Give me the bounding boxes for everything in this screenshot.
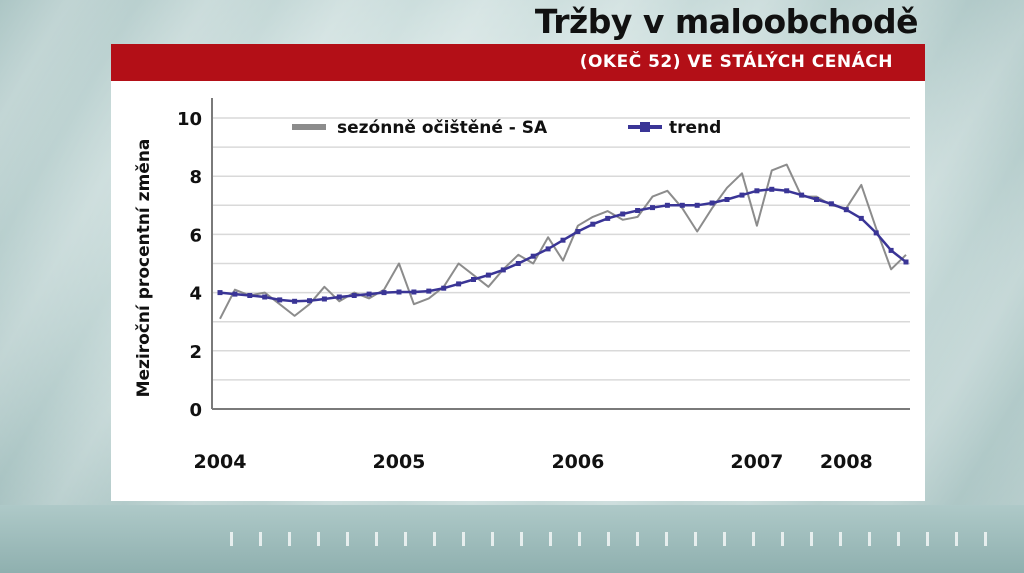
y-axis-title: Meziroční procentní změna — [134, 139, 154, 398]
subtitle-bar: (OKEČ 52) VE STÁLÝCH CENÁCH — [111, 44, 925, 81]
trend-point — [769, 186, 775, 192]
trend-point — [351, 293, 357, 298]
trend-point — [366, 291, 372, 297]
trend-point — [739, 192, 745, 198]
trend-point — [605, 215, 611, 221]
y-tick-label: 8 — [189, 167, 202, 188]
y-tick-label: 6 — [189, 225, 202, 246]
trend-point — [709, 200, 715, 206]
series-line-trend — [219, 188, 907, 303]
ticker-strip — [230, 532, 1010, 546]
trend-point — [858, 215, 864, 221]
trend-point — [485, 272, 491, 278]
trend-point — [515, 261, 521, 266]
trend-point — [828, 201, 834, 207]
y-tick-label: 4 — [189, 284, 202, 305]
trend-point — [724, 197, 730, 202]
trend-point — [500, 267, 506, 273]
trend-point — [635, 208, 641, 213]
trend-point — [426, 288, 432, 294]
chart-title: Tržby v maloobchodě — [534, 2, 919, 41]
legend-marker-trend — [640, 122, 650, 132]
trend-point — [307, 298, 312, 304]
trend-point — [664, 202, 670, 208]
trend-point — [814, 197, 819, 202]
grid-layer — [212, 117, 910, 381]
series-layer — [217, 163, 909, 320]
trend-point — [784, 188, 790, 194]
trend-point — [336, 294, 342, 300]
trend-point — [620, 211, 626, 217]
trend-point — [530, 253, 536, 259]
label-layer: 0 2 4 6 8 10 2004 2005 2006 2007 2008 — [177, 109, 873, 473]
trend-point — [262, 294, 268, 300]
trend-point — [903, 259, 909, 265]
trend-point — [441, 285, 447, 291]
chart-subtitle: (OKEČ 52) VE STÁLÝCH CENÁCH — [579, 52, 893, 72]
trend-point — [545, 246, 551, 252]
trend-point — [754, 188, 760, 194]
trend-point — [277, 297, 283, 303]
x-tick-label: 2004 — [194, 451, 247, 473]
x-tick-label: 2006 — [551, 451, 604, 473]
trend-point — [217, 290, 223, 296]
trend-point — [456, 281, 462, 287]
trend-point — [411, 289, 417, 295]
trend-point — [232, 291, 238, 297]
axis-layer — [211, 98, 910, 410]
legend-layer: sezónně očištěné - SA trend — [292, 118, 721, 138]
legend-label-trend: trend — [669, 118, 721, 138]
y-tick-label: 0 — [189, 400, 202, 421]
trend-point — [843, 207, 849, 213]
y-tick-label: 2 — [189, 342, 202, 363]
legend-label-sa: sezónně očištěné - SA — [337, 118, 548, 138]
trend-point — [650, 205, 655, 211]
trend-point — [247, 293, 253, 298]
trend-point — [471, 277, 476, 282]
y-tick-label: 10 — [177, 109, 202, 130]
x-tick-label: 2005 — [373, 451, 426, 473]
trend-point — [396, 289, 402, 295]
x-tick-label: 2008 — [820, 451, 873, 473]
trend-point — [321, 296, 327, 302]
trend-point — [560, 237, 566, 243]
chart-panel — [111, 81, 925, 501]
trend-point — [575, 229, 581, 234]
trend-point — [292, 298, 298, 304]
trend-point — [694, 202, 700, 208]
trend-point — [590, 221, 596, 227]
x-tick-label: 2007 — [730, 451, 783, 473]
trend-point — [873, 230, 879, 236]
trend-point — [679, 202, 685, 208]
trend-point — [888, 247, 894, 253]
trend-point — [381, 290, 387, 296]
trend-point — [799, 192, 805, 198]
